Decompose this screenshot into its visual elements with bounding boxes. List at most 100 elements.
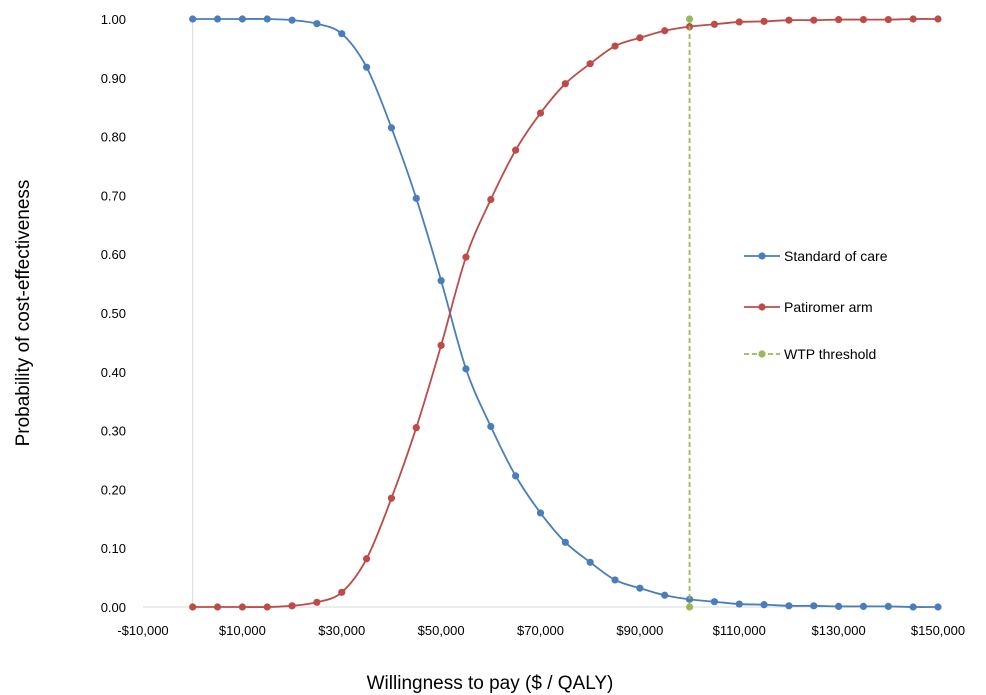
data-point <box>263 15 271 23</box>
x-tick-label: $10,000 <box>219 623 266 638</box>
data-point <box>387 124 396 132</box>
data-point <box>512 146 520 154</box>
y-tick-label: 0.70 <box>101 188 126 203</box>
legend-swatch-marker <box>758 252 766 260</box>
series-1 <box>189 15 942 611</box>
legend-label: Patiromer arm <box>784 299 873 315</box>
data-point <box>909 603 917 611</box>
data-point <box>213 15 222 23</box>
y-tick-label: 0.00 <box>101 600 126 615</box>
data-point <box>884 15 892 24</box>
data-point <box>238 15 246 23</box>
data-point <box>362 555 371 563</box>
data-point <box>785 16 793 24</box>
data-point <box>611 576 619 584</box>
data-point <box>636 584 644 592</box>
data-point <box>288 16 296 24</box>
legend-entry: Standard of care <box>744 248 888 264</box>
data-point <box>313 20 321 28</box>
data-point <box>536 509 545 517</box>
data-point <box>859 15 868 24</box>
data-point <box>810 602 818 610</box>
legend-label: Standard of care <box>784 248 888 264</box>
legend-swatch-marker <box>758 350 766 358</box>
data-point <box>685 603 694 611</box>
data-point <box>586 558 594 566</box>
data-point <box>263 603 271 611</box>
series-2 <box>685 15 694 611</box>
data-point <box>884 602 892 611</box>
data-point <box>462 253 470 261</box>
x-axis-title: Willingness to pay ($ / QALY) <box>367 673 614 694</box>
y-axis-title: Probability of cost-effectiveness <box>13 180 34 447</box>
data-point <box>661 27 669 35</box>
x-tick-label: $150,000 <box>911 623 965 638</box>
x-tick-label: $130,000 <box>812 623 866 638</box>
data-point <box>710 20 719 28</box>
x-tick-label: $30,000 <box>318 623 365 638</box>
y-tick-label: 0.90 <box>101 71 126 86</box>
y-tick-label: 1.00 <box>101 12 126 27</box>
data-point <box>338 588 346 596</box>
data-point <box>536 109 545 117</box>
data-point <box>735 600 743 608</box>
data-point <box>760 601 768 609</box>
data-point <box>512 472 520 480</box>
data-point <box>412 194 420 202</box>
y-tick-label: 0.40 <box>101 365 126 380</box>
data-point <box>412 424 420 432</box>
data-point <box>387 494 396 502</box>
data-point <box>760 17 768 25</box>
data-point <box>437 277 445 285</box>
x-tick-label: $90,000 <box>616 623 663 638</box>
data-point <box>735 18 743 26</box>
data-point <box>611 42 619 50</box>
data-point <box>909 15 917 23</box>
data-point <box>661 591 669 599</box>
legend-swatch-marker <box>758 303 766 311</box>
y-tick-label: 0.20 <box>101 482 126 497</box>
data-point <box>710 598 719 606</box>
x-tick-label: -$10,000 <box>117 623 168 638</box>
data-point <box>934 15 942 23</box>
y-tick-label: 0.50 <box>101 306 126 321</box>
data-point <box>487 195 495 204</box>
data-point <box>934 603 942 611</box>
data-point <box>487 422 495 431</box>
data-point <box>189 15 197 23</box>
data-point <box>685 15 694 23</box>
data-point <box>437 341 445 349</box>
x-tick-label: $110,000 <box>713 623 766 638</box>
x-tick-label: $50,000 <box>418 623 465 638</box>
data-point <box>835 602 843 611</box>
legend-entry: WTP threshold <box>744 346 876 362</box>
data-point <box>213 603 222 611</box>
data-point <box>561 538 569 546</box>
data-point <box>586 60 594 68</box>
data-point <box>462 365 470 373</box>
data-point <box>338 30 346 38</box>
legend: Standard of care Patiromer arm WTP thresho… <box>744 248 888 362</box>
series-0 <box>189 15 942 611</box>
data-point <box>561 80 569 88</box>
data-point <box>785 602 793 610</box>
axes: 0.00 0.10 0.20 0.30 0.40 0.50 0.60 0.70 0.80 0.90… <box>101 12 965 638</box>
y-tick-label: 0.80 <box>101 130 126 145</box>
y-tick-label: 0.60 <box>101 247 126 262</box>
legend-label: WTP threshold <box>784 346 876 362</box>
data-point <box>859 602 868 611</box>
data-point <box>362 63 371 71</box>
legend-entry: Patiromer arm <box>744 299 873 315</box>
y-tick-label: 0.30 <box>101 424 126 439</box>
data-point <box>238 603 246 611</box>
y-tick-label: 0.10 <box>101 541 126 556</box>
data-point <box>313 598 321 606</box>
data-point <box>189 603 197 611</box>
data-point <box>810 16 818 24</box>
data-point <box>685 595 694 603</box>
data-point <box>288 602 296 610</box>
data-point <box>636 34 644 42</box>
x-tick-label: $70,000 <box>517 623 564 638</box>
series-layer <box>189 15 942 611</box>
